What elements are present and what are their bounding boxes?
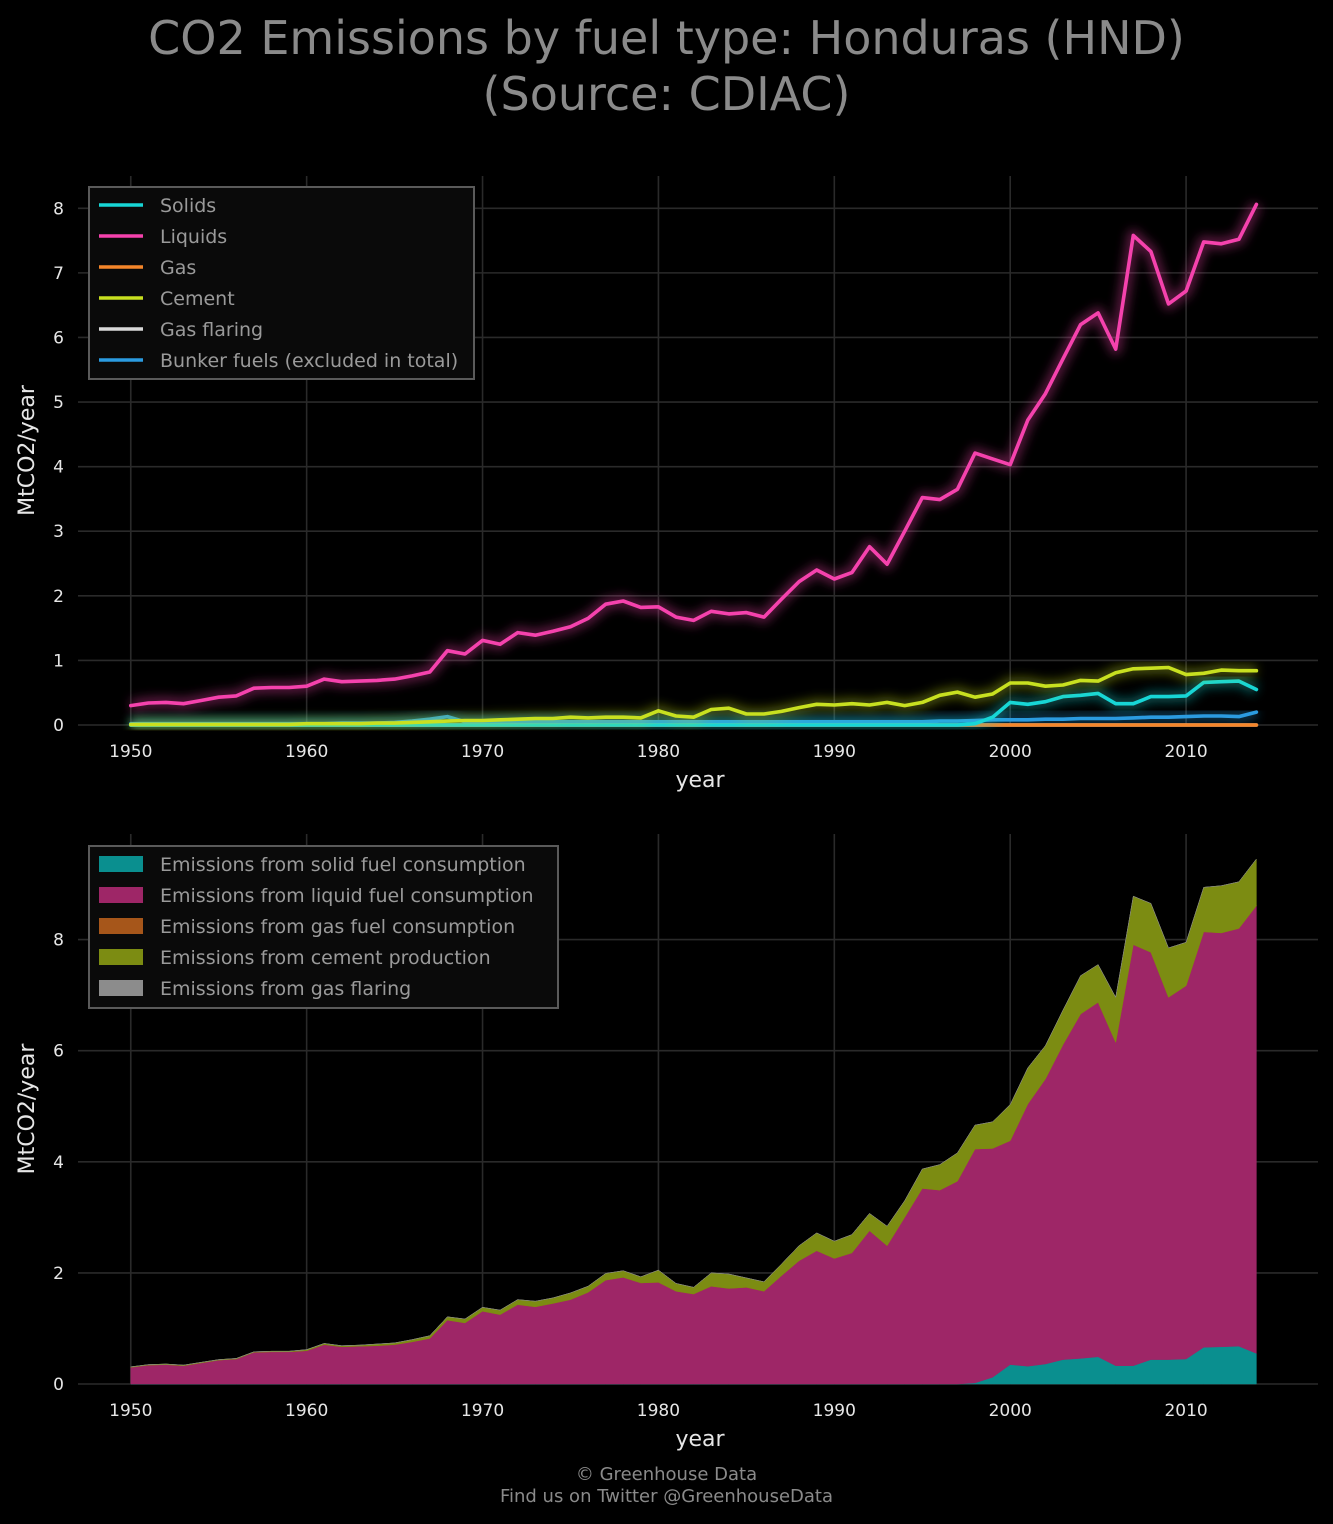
- x-axis-label: year: [675, 768, 725, 793]
- x-tick-label: 2000: [989, 742, 1032, 762]
- x-tick-label: 1950: [109, 1401, 152, 1421]
- footer: © Greenhouse Data Find us on Twitter @Gr…: [0, 1464, 1333, 1508]
- legend-swatch-emissions-from-gas-flaring: [99, 980, 143, 996]
- legend-swatch-emissions-from-gas-fuel-consumption: [99, 918, 143, 934]
- legend-label-bunker-fuels-excluded-in-total: Bunker fuels (excluded in total): [160, 350, 458, 372]
- y-tick-label: 0: [53, 1375, 64, 1395]
- legend-label-solids: Solids: [160, 195, 216, 217]
- y-tick-label: 4: [53, 1153, 64, 1173]
- line-chart-panel: 1950 1960 1970 1980 1990 2000 2010 0 1 2 3 4 5 6 7 8 yea…: [15, 176, 1318, 793]
- legend-swatch-emissions-from-solid-fuel-consumption: [99, 856, 143, 872]
- y-tick-label: 2: [53, 1264, 64, 1284]
- legend: Solids Liquids Gas Cement Gas flaring Bunker …: [88, 186, 475, 380]
- legend-label-emissions-from-solid-fuel-consumption: Emissions from solid fuel consumption: [160, 854, 526, 876]
- x-tick-label: 2010: [1164, 1401, 1207, 1421]
- legend-label-emissions-from-gas-flaring: Emissions from gas flaring: [160, 978, 411, 1000]
- x-tick-label: 1960: [285, 1401, 328, 1421]
- legend-label-emissions-from-gas-fuel-consumption: Emissions from gas fuel consumption: [160, 916, 515, 938]
- legend-label-emissions-from-cement-production: Emissions from cement production: [160, 947, 491, 969]
- area-emissions-from-gas-flaring: [130, 858, 1257, 1368]
- y-tick-label: 2: [53, 587, 64, 607]
- y-tick-label: 8: [53, 199, 64, 219]
- y-tick-label: 5: [53, 393, 64, 413]
- x-tick-label: 1990: [813, 742, 856, 762]
- x-tick-label: 1980: [637, 742, 680, 762]
- y-tick-label: 7: [53, 264, 64, 284]
- legend-frame: [88, 845, 559, 1009]
- y-tick-label: 3: [53, 522, 64, 542]
- legend-swatch-emissions-from-cement-production: [99, 949, 143, 965]
- y-tick-label: 1: [53, 651, 64, 671]
- footer-copyright: © Greenhouse Data: [575, 1464, 758, 1485]
- title-line-2: (Source: CDIAC): [482, 67, 851, 121]
- legend-label-cement: Cement: [160, 288, 235, 310]
- x-tick-label: 1970: [461, 1401, 504, 1421]
- x-tick-label: 1980: [637, 1401, 680, 1421]
- chart-title: CO2 Emissions by fuel type: Honduras (HN…: [0, 10, 1333, 122]
- series-lines: [129, 201, 1262, 731]
- x-tick-label: 1960: [285, 742, 328, 762]
- x-tick-label: 1990: [813, 1401, 856, 1421]
- series-liquids: [129, 201, 1262, 712]
- x-tick-labels: 1950 1960 1970 1980 1990 2000 2010: [109, 742, 1208, 762]
- title-line-1: CO2 Emissions by fuel type: Honduras (HN…: [148, 11, 1185, 65]
- x-tick-label: 1970: [461, 742, 504, 762]
- x-tick-label: 2010: [1164, 742, 1207, 762]
- legend: Emissions from solid fuel consumption Emi…: [88, 845, 559, 1009]
- legend-frame: [88, 186, 475, 380]
- y-tick-label: 4: [53, 458, 64, 478]
- y-tick-label: 6: [53, 328, 64, 348]
- y-axis-label: MtCO2/year: [15, 384, 40, 516]
- x-tick-label: 1950: [109, 742, 152, 762]
- footer-twitter: Find us on Twitter @GreenhouseData: [499, 1486, 834, 1507]
- y-tick-labels: 0 2 4 6 8: [53, 931, 64, 1395]
- x-axis-label: year: [675, 1427, 725, 1452]
- series-line-cement: [129, 665, 1259, 727]
- y-tick-label: 0: [53, 716, 64, 736]
- y-tick-label: 8: [53, 931, 64, 951]
- legend-label-gas: Gas: [160, 257, 196, 279]
- y-tick-label: 6: [53, 1042, 64, 1062]
- x-tick-labels: 1950 1960 1970 1980 1990 2000 2010: [109, 1401, 1208, 1421]
- legend-swatch-emissions-from-liquid-fuel-consumption: [99, 887, 143, 903]
- legend-label-liquids: Liquids: [160, 226, 227, 248]
- legend-label-emissions-from-liquid-fuel-consumption: Emissions from liquid fuel consumption: [160, 885, 534, 907]
- y-axis-label: MtCO2/year: [15, 1043, 40, 1175]
- series-cement: [129, 661, 1259, 731]
- area-chart-panel: 1950 1960 1970 1980 1990 2000 2010 0 2 4 6 8 year MtC…: [15, 834, 1318, 1452]
- x-tick-label: 2000: [989, 1401, 1032, 1421]
- legend-label-gas-flaring: Gas flaring: [160, 319, 263, 341]
- series-line-liquids: [129, 202, 1259, 708]
- y-tick-labels: 0 1 2 3 4 5 6 7 8: [53, 199, 64, 736]
- stacked-areas: [130, 858, 1257, 1385]
